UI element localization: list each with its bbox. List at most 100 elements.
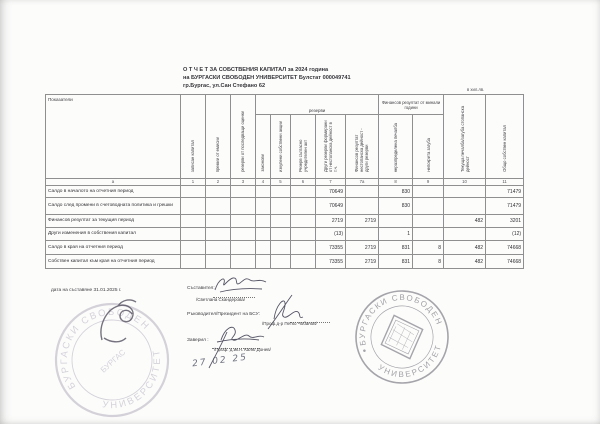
- value-cell: [230, 227, 256, 241]
- value-cell: [344, 185, 380, 198]
- equity-statement-table: Показатели записан капитал премии от еми…: [45, 93, 525, 269]
- value-cell: [270, 240, 291, 255]
- value-cell: 482: [443, 214, 487, 228]
- value-cell: [255, 197, 271, 215]
- col-header-nonprofit-result: Финансов резултат нестопанска дейност - …: [344, 114, 380, 179]
- value-cell: [443, 197, 487, 215]
- value-cell: [412, 214, 445, 228]
- col-number: а: [45, 178, 181, 186]
- value-cell: (13): [315, 227, 346, 241]
- value-cell: [290, 254, 316, 269]
- value-cell: [270, 254, 291, 269]
- group-header-prior-years-result: Финансов резултат от минали години: [378, 93, 445, 116]
- value-cell: [290, 214, 316, 228]
- signature-dotted-line: [213, 292, 255, 298]
- signature-dotted-line: [290, 317, 330, 323]
- value-cell: 2719: [344, 254, 380, 269]
- value-cell: 71479: [485, 197, 525, 215]
- value-cell: [205, 197, 231, 215]
- signature-dotted-line: [212, 343, 260, 349]
- value-cell: [180, 254, 206, 269]
- value-cell: 2719: [344, 240, 380, 255]
- col-header-indicators: Показатели: [45, 94, 181, 179]
- column-numbering-row: а 1 2 3 4 5 6 7 7а 8 9 10 11: [45, 178, 525, 186]
- value-cell: [205, 227, 231, 241]
- value-cell: 70649: [315, 197, 346, 215]
- manager-label: Ръководител/Президент на БСУ:: [187, 312, 260, 317]
- value-cell: 831: [378, 240, 414, 255]
- certifier-name: /Проф. д.ик.н. Калю Донев/: [214, 347, 271, 352]
- col-number: 9: [412, 178, 445, 186]
- col-number: 1: [180, 178, 206, 186]
- header-row-groups: Показатели записан капитал премии от еми…: [45, 93, 525, 179]
- value-cell: [270, 227, 291, 241]
- certifier-label: Заверил :: [187, 338, 209, 343]
- value-cell: [180, 214, 206, 228]
- value-cell: 8: [412, 240, 445, 255]
- composer-signature: [212, 274, 272, 296]
- value-cell: [255, 185, 271, 198]
- header-row-subcolumns: законови изкупени собствени акции Резерв…: [46, 114, 524, 179]
- value-cell: [270, 197, 291, 215]
- value-cell: 70649: [315, 185, 346, 198]
- col-number: 4: [255, 178, 271, 186]
- value-cell: 71479: [485, 185, 525, 198]
- col-header-own-shares: изкупени собствени акции: [270, 114, 291, 179]
- value-cell: [344, 227, 380, 241]
- value-cell: [412, 227, 445, 241]
- value-cell: [230, 254, 256, 269]
- col-number: 7: [315, 178, 346, 186]
- value-cell: [230, 214, 256, 228]
- col-number: 8: [378, 178, 414, 186]
- composer-name: /Светлана Скандерова/: [196, 297, 246, 302]
- col-header-statute-reserve: Резерв съгласно учредителен акт: [290, 114, 316, 179]
- value-cell: 74668: [485, 240, 525, 255]
- row-label: Салдо след промени в счетоводната полити…: [45, 197, 181, 215]
- col-number: 6: [290, 178, 316, 186]
- title-line-1: О Т Ч Е Т ЗА СОБСТВЕНИЯ КАПИТАЛ за 2024 …: [183, 67, 329, 73]
- value-cell: [180, 197, 206, 215]
- preparation-date: дата на съставяне 31.01.2025 г.: [51, 288, 122, 293]
- value-cell: 73355: [315, 254, 346, 269]
- composer-label: Съставител:: [187, 286, 215, 291]
- col-number: 10: [443, 178, 487, 186]
- value-cell: 73355: [315, 240, 346, 255]
- value-cell: 74668: [485, 254, 525, 269]
- table-row: Салдо в края на отчетния период 73355 27…: [45, 240, 525, 255]
- value-cell: [180, 240, 206, 255]
- col-number: 7а: [344, 178, 380, 186]
- units-note: в хил.лв.: [467, 87, 485, 92]
- value-cell: [230, 240, 256, 255]
- value-cell: 2719: [344, 214, 380, 228]
- value-cell: [290, 197, 316, 215]
- col-number: 11: [485, 178, 525, 186]
- value-cell: [270, 185, 291, 198]
- manager-signature: [258, 293, 310, 333]
- table-row: Салдо в началото на отчетния период 7064…: [45, 185, 525, 198]
- value-cell: [230, 197, 256, 215]
- col-header-legal-reserves: законови: [255, 114, 271, 179]
- value-cell: [180, 227, 206, 241]
- row-label: Други изменения в собствения капитал: [45, 227, 181, 241]
- value-cell: [290, 227, 316, 241]
- value-cell: 1: [378, 227, 414, 241]
- group-header-reserves: резерви: [254, 93, 380, 116]
- value-cell: [205, 185, 231, 198]
- table-row: Салдо след промени в счетоводната полити…: [45, 197, 525, 215]
- value-cell: [290, 240, 316, 255]
- table-row: Собствен капитал към края на отчетния пе…: [45, 254, 525, 269]
- value-cell: [412, 197, 445, 215]
- value-cell: [180, 185, 206, 198]
- value-cell: 831: [378, 254, 414, 269]
- value-cell: 8: [412, 254, 445, 269]
- value-cell: [443, 227, 487, 241]
- stamp-center-text: БУРГАС: [99, 348, 128, 375]
- emblem-flourish-icon: [92, 296, 144, 350]
- row-label: Салдо в края на отчетния период: [45, 240, 181, 255]
- value-cell: [344, 197, 380, 215]
- value-cell: [205, 254, 231, 269]
- col-header-share-premium: премии от емисии: [205, 94, 231, 179]
- value-cell: [205, 214, 231, 228]
- row-label: Собствен капитал към края на отчетния пе…: [45, 254, 181, 269]
